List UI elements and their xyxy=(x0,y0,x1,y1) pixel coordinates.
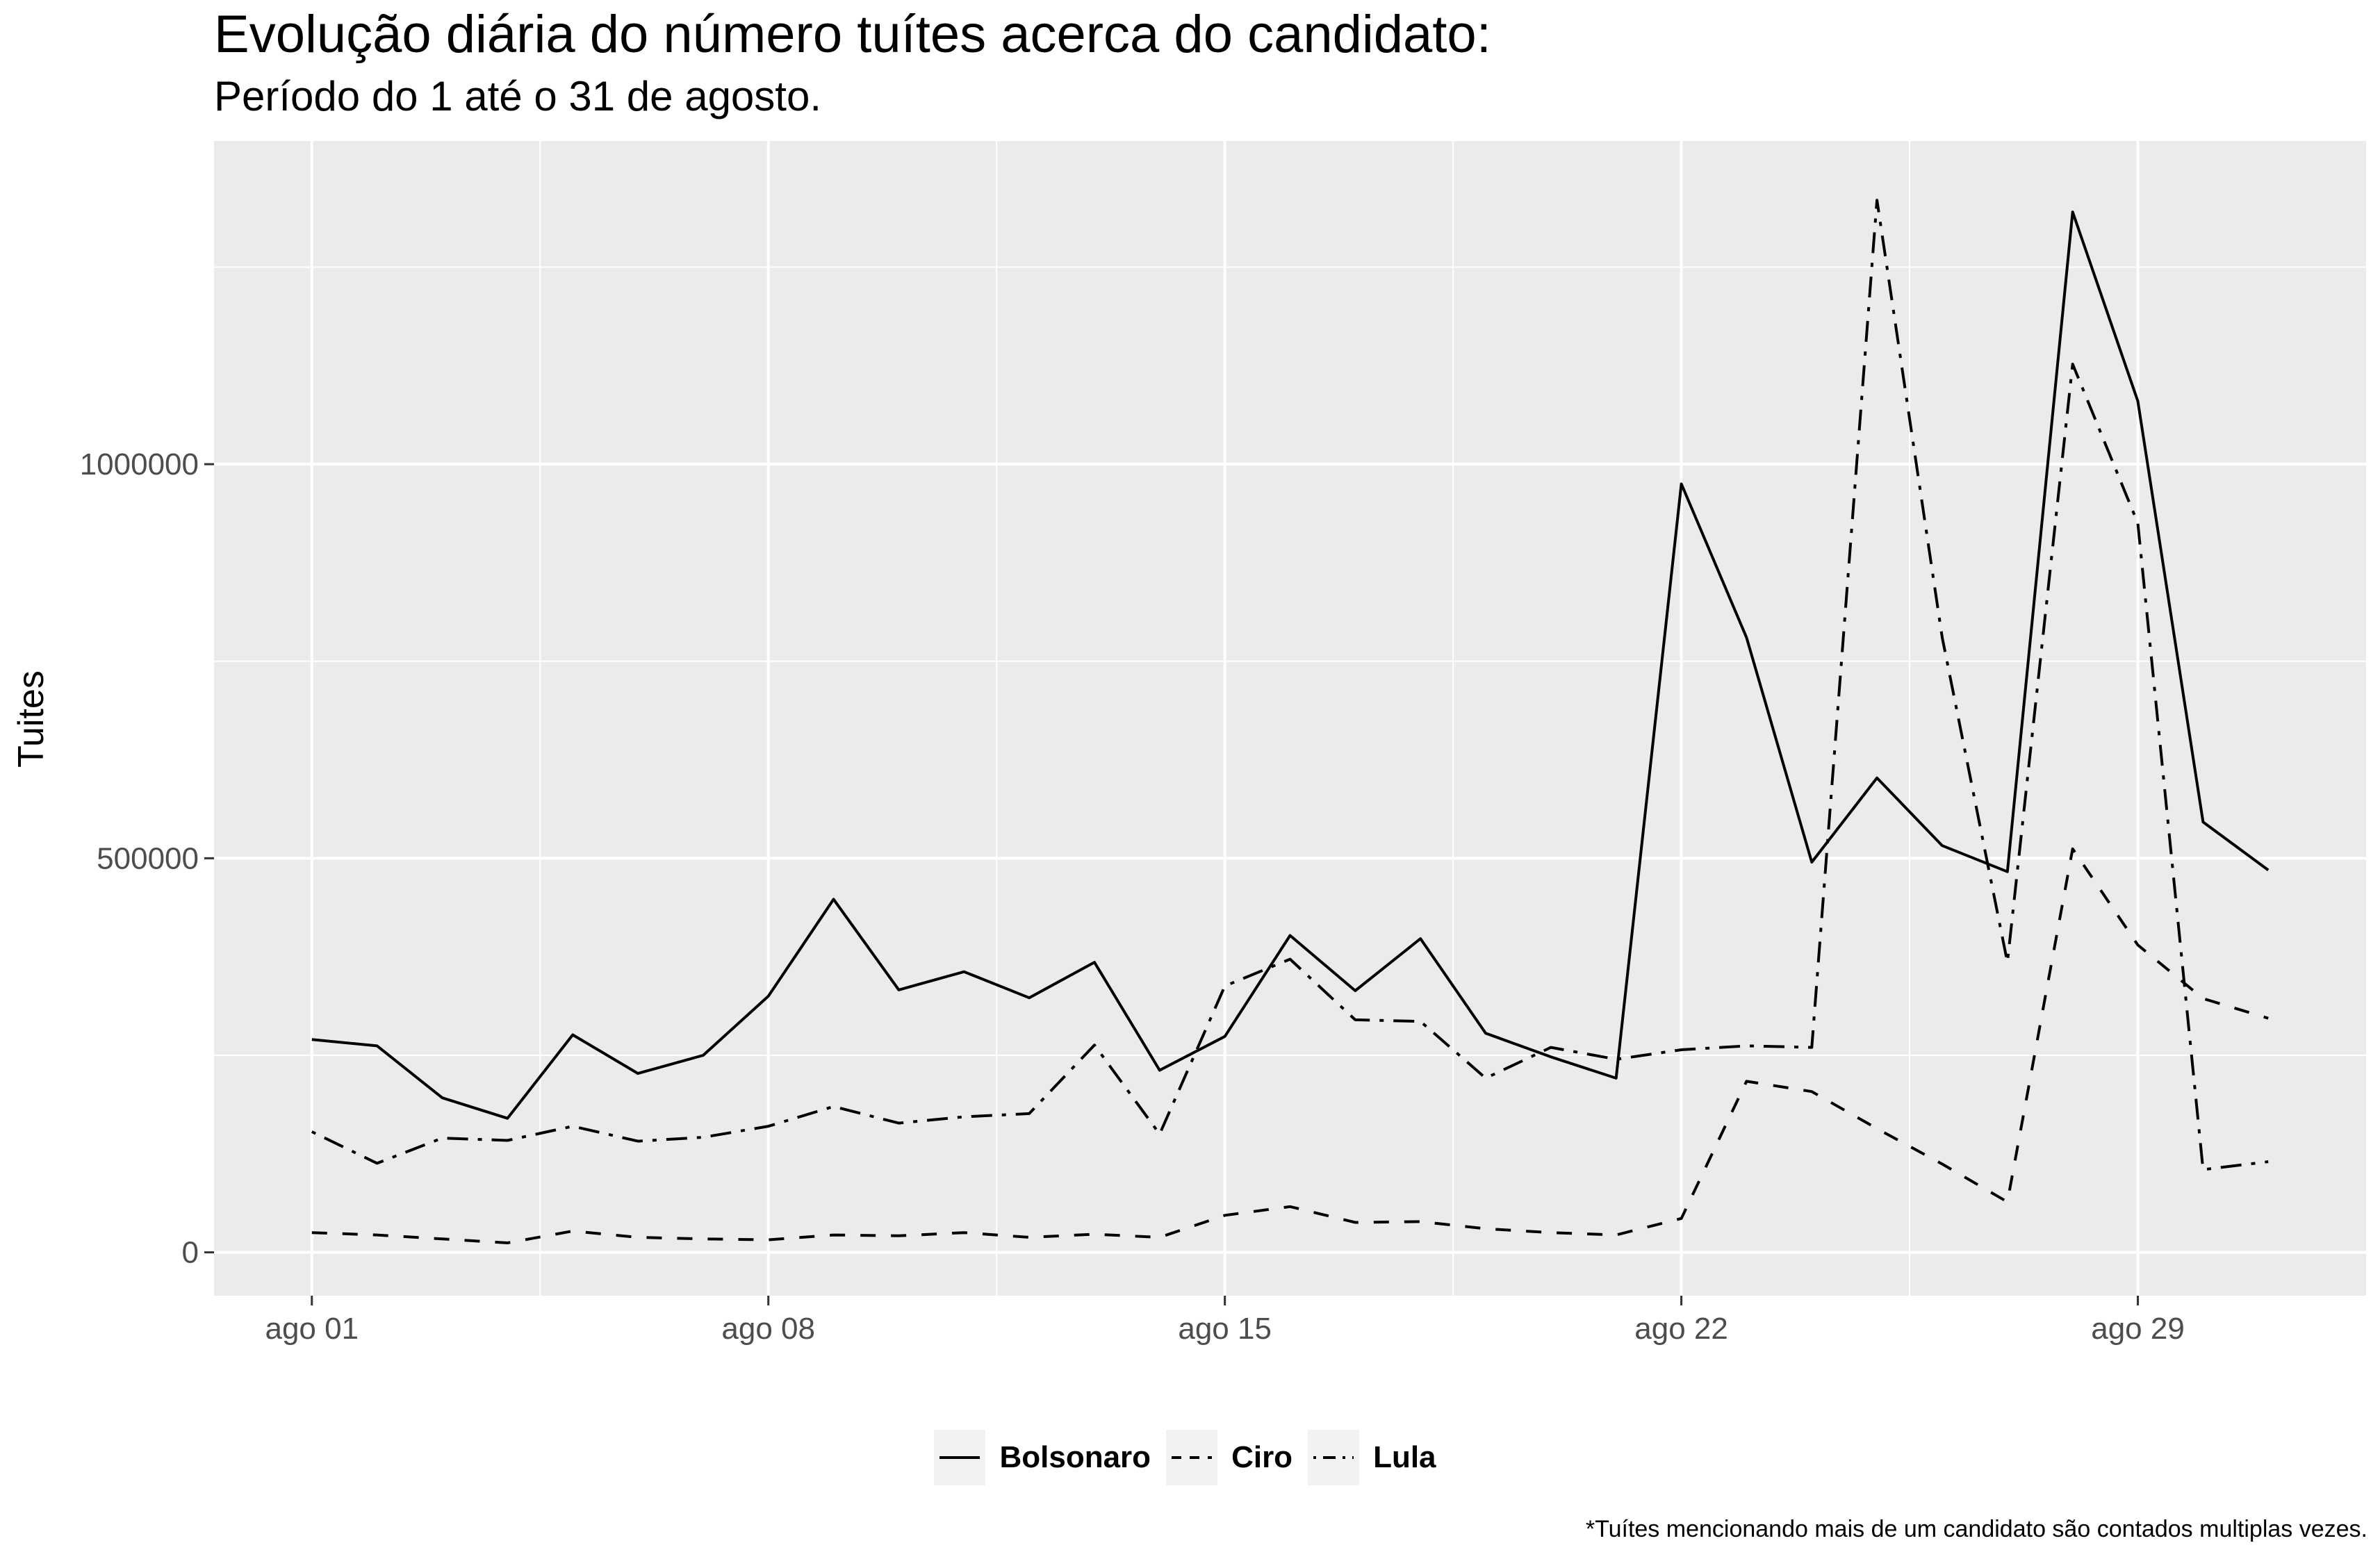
x-axis: ago 01 ago 08 ago 15 ago 22 ago 29 xyxy=(265,1296,2185,1346)
minor-gridlines xyxy=(214,141,2366,1296)
chart-title: Evolução diária do número tuítes acerca … xyxy=(214,5,1491,64)
x-tick-label: ago 29 xyxy=(2091,1312,2185,1346)
x-tick-label: ago 01 xyxy=(265,1312,359,1346)
x-tick-label: ago 08 xyxy=(721,1312,815,1346)
x-tick-label: ago 15 xyxy=(1178,1312,1272,1346)
legend-item-ciro: Ciro xyxy=(1166,1430,1302,1485)
legend-key-bolsonaro xyxy=(934,1430,986,1485)
series-line-bolsonaro xyxy=(311,211,2270,1120)
legend-key-ciro xyxy=(1166,1430,1218,1485)
plot-panel xyxy=(214,141,2366,1296)
y-tick-label: 0 xyxy=(182,1236,199,1270)
x-tick-label: ago 22 xyxy=(1634,1312,1728,1346)
legend-label: Bolsonaro xyxy=(999,1440,1151,1474)
legend-item-lula: Lula xyxy=(1308,1430,1445,1485)
y-tick-label: 1000000 xyxy=(80,447,199,481)
y-axis-title: Tuites xyxy=(11,670,51,768)
legend-label: Ciro xyxy=(1231,1440,1293,1474)
chart-subtitle: Período do 1 até o 31 de agosto. xyxy=(214,73,822,119)
y-axis: 0 500000 1000000 xyxy=(80,447,214,1270)
legend: Bolsonaro Ciro Lula xyxy=(0,1430,2380,1485)
chart-caption: *Tuítes mencionando mais de um candidato… xyxy=(1585,1516,2367,1542)
series-line-lula xyxy=(311,199,2269,1171)
legend-key-lula xyxy=(1308,1430,1360,1485)
legend-item-bolsonaro: Bolsonaro xyxy=(934,1430,1160,1485)
series-lines xyxy=(311,199,2270,1244)
legend-label: Lula xyxy=(1373,1440,1436,1474)
y-tick-label: 500000 xyxy=(97,841,199,875)
series-line-ciro xyxy=(311,847,2269,1244)
